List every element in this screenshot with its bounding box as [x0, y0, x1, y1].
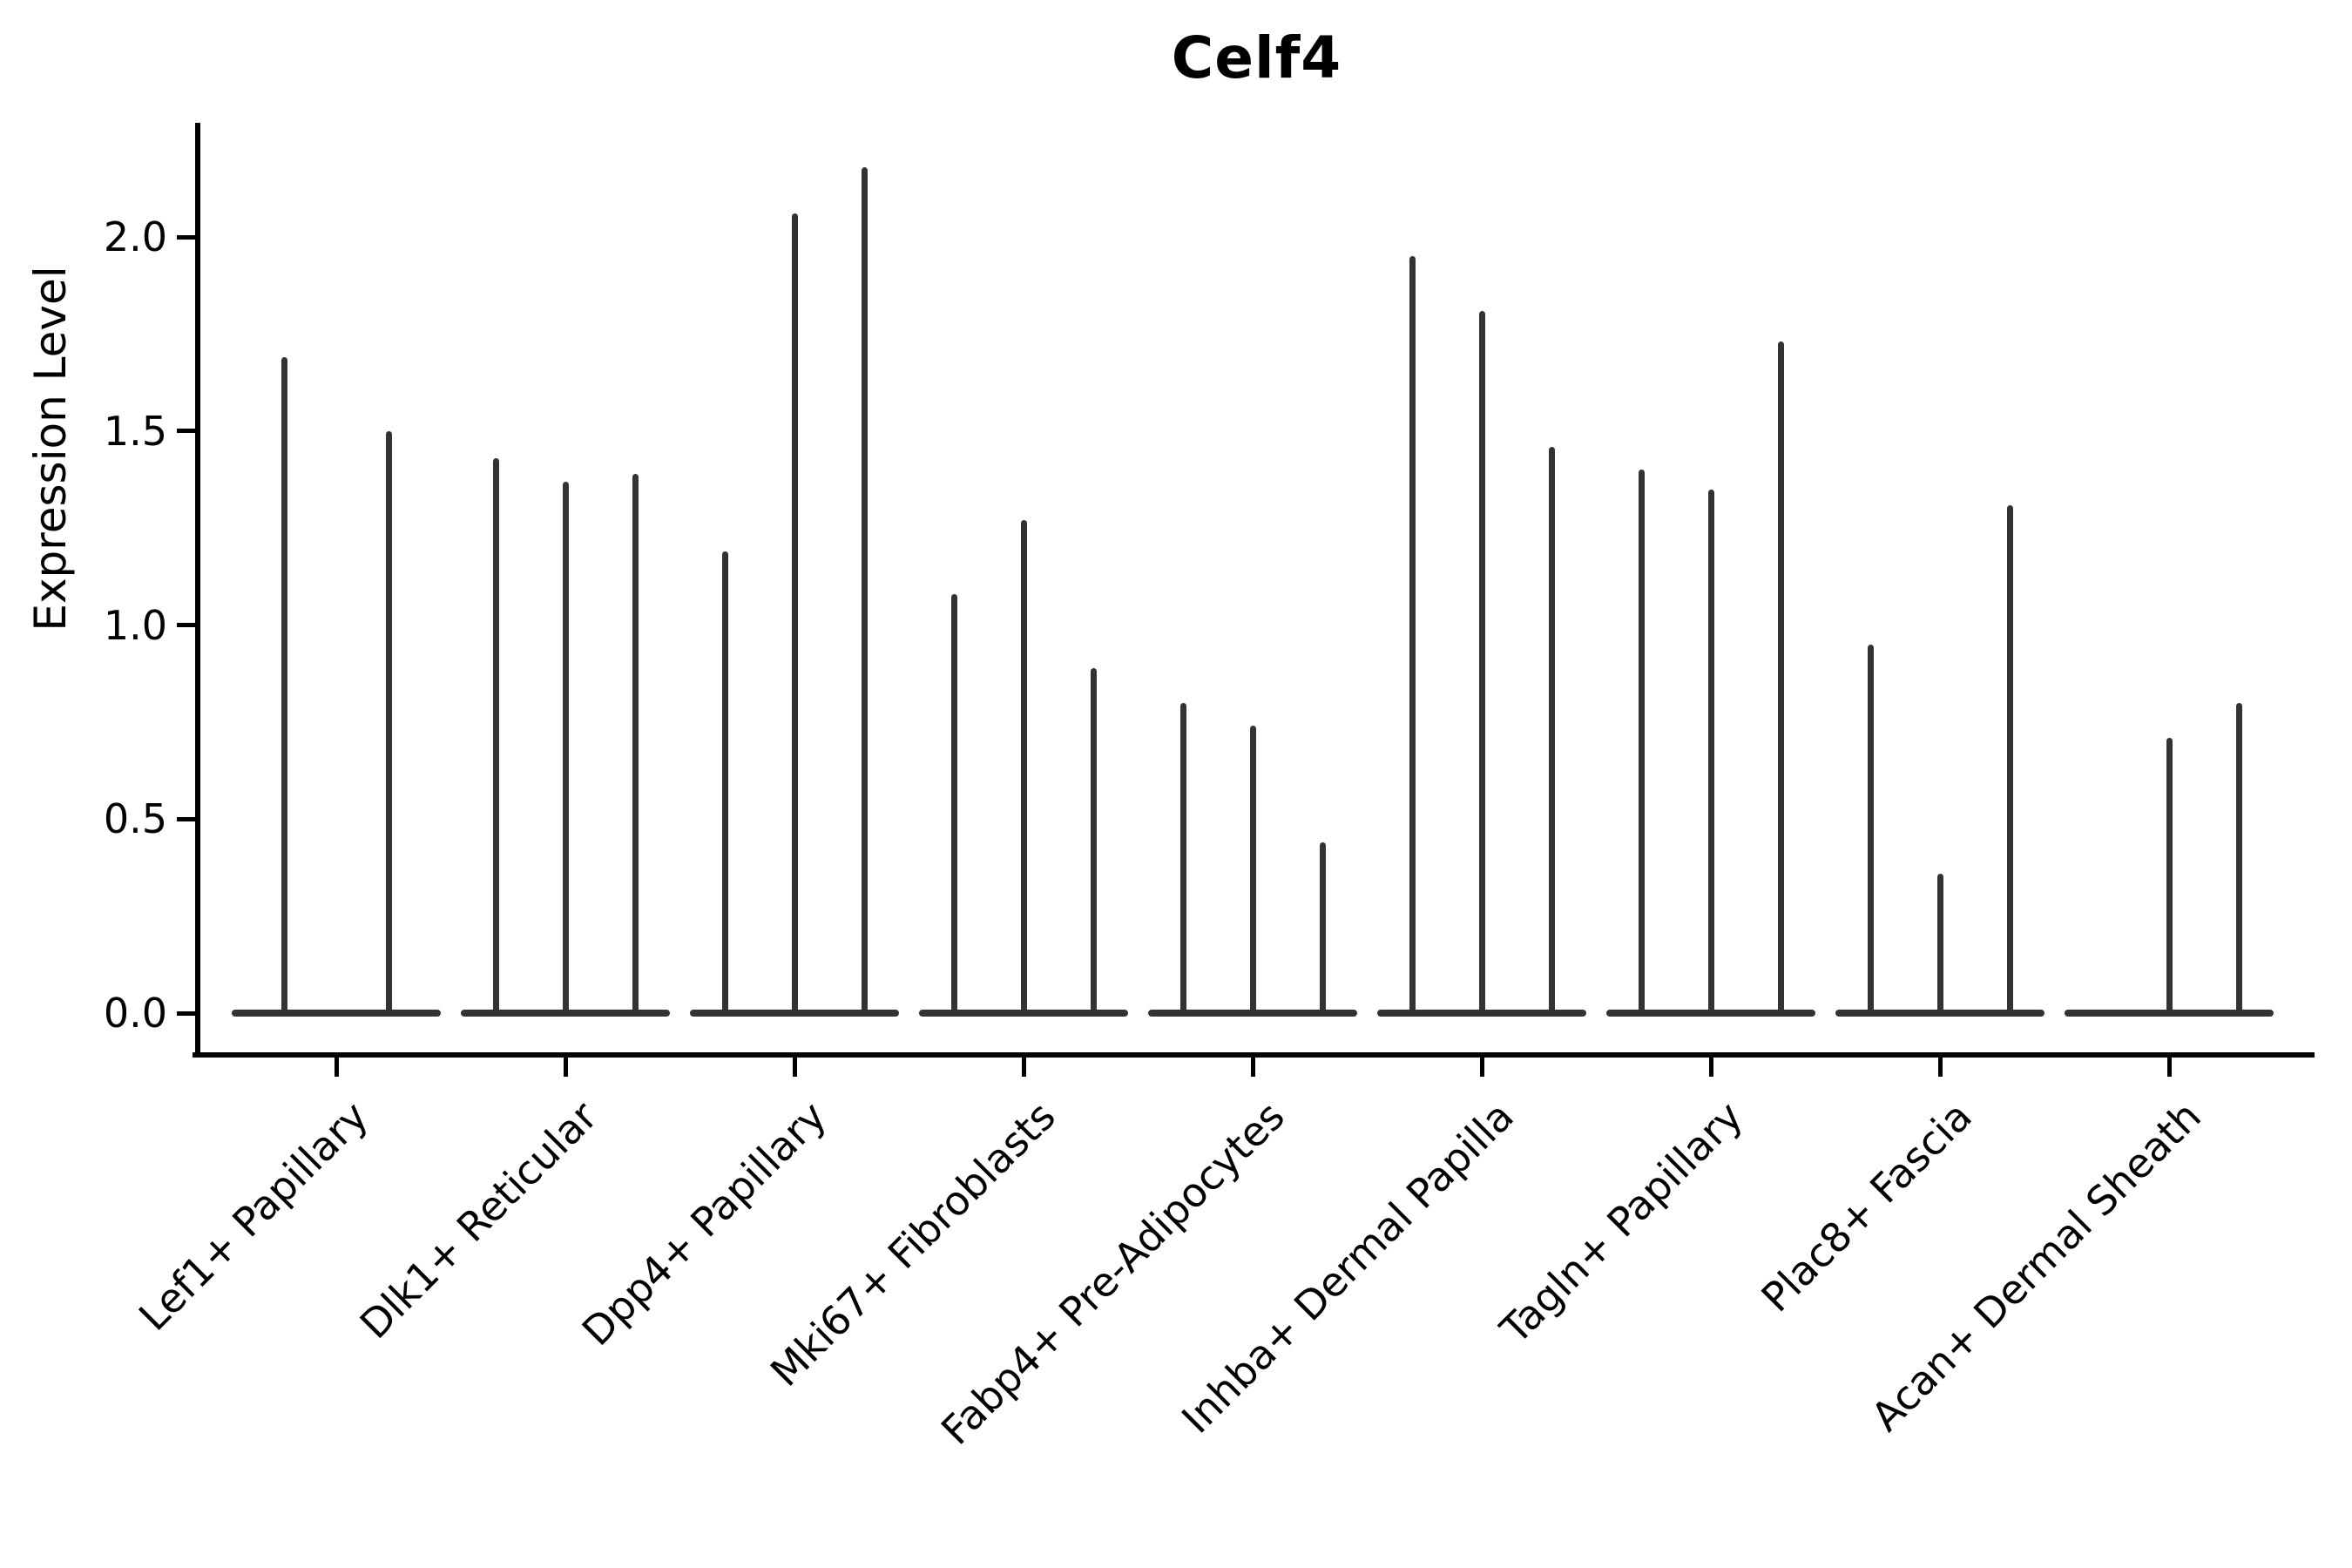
violin-spike — [492, 458, 499, 1016]
violin-base — [232, 1010, 441, 1017]
violin-spike — [1777, 341, 1784, 1016]
y-tick-label: 1.0 — [103, 601, 167, 649]
x-tick-label: Tagln+ Papillary — [1490, 1092, 1752, 1353]
y-tick-label: 1.5 — [103, 407, 167, 455]
violin-spike — [1179, 702, 1186, 1016]
violin-spike — [791, 213, 798, 1016]
violin-spike — [1867, 644, 1874, 1016]
violin-spike — [1020, 520, 1027, 1016]
x-tick — [1479, 1058, 1484, 1077]
violin-spike — [1936, 873, 1943, 1016]
y-tick — [177, 429, 196, 434]
violin-spike — [1090, 667, 1097, 1016]
x-tick-label: Dpp4+ Papillary — [572, 1092, 835, 1355]
x-tick-label: Lef1+ Papillary — [129, 1092, 377, 1340]
violin-spike — [280, 357, 287, 1016]
x-tick — [2166, 1058, 2172, 1077]
y-tick-label: 0.5 — [103, 795, 167, 843]
x-tick — [1250, 1058, 1255, 1077]
violin-spike — [1409, 256, 1416, 1016]
violin-spike — [2235, 702, 2242, 1016]
y-axis-spine — [195, 123, 200, 1058]
y-tick-label: 0.0 — [103, 990, 167, 1037]
violin-spike — [562, 481, 569, 1016]
y-tick-label: 2.0 — [103, 213, 167, 261]
x-tick — [334, 1058, 339, 1077]
x-tick — [792, 1058, 797, 1077]
violin-spike — [385, 430, 392, 1016]
y-tick — [177, 1010, 196, 1016]
violin-spike — [2006, 504, 2013, 1016]
x-tick — [1937, 1058, 1943, 1077]
violin-spike — [1707, 489, 1714, 1016]
chart-title: Celf4 — [1171, 24, 1342, 91]
x-tick — [1021, 1058, 1026, 1077]
x-tick — [563, 1058, 568, 1077]
x-tick — [1708, 1058, 1713, 1077]
x-axis-spine — [193, 1052, 2315, 1058]
violin-spike — [861, 167, 868, 1016]
violin-spike — [1249, 726, 1256, 1016]
y-tick — [177, 234, 196, 240]
x-tick-label: Plac8+ Fascia — [1752, 1092, 1981, 1321]
violin-spike — [721, 551, 728, 1016]
violin-spike — [1638, 470, 1645, 1016]
violin-spike — [2166, 737, 2173, 1016]
x-tick-label: Dlk1+ Reticular — [350, 1092, 606, 1348]
violin-spike — [950, 593, 957, 1016]
violin-spike — [1548, 446, 1555, 1016]
violin-spike — [1319, 842, 1326, 1016]
y-tick — [177, 816, 196, 821]
y-tick — [177, 623, 196, 628]
violin-spike — [1478, 310, 1485, 1016]
violin-spike — [632, 473, 639, 1016]
